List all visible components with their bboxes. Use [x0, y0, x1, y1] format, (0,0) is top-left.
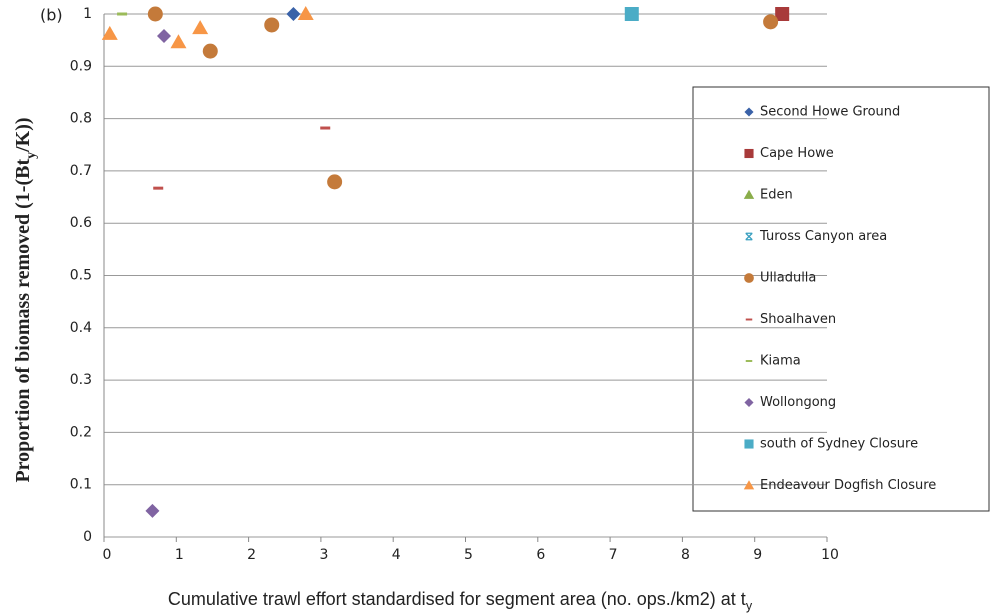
x-tick-label: 6 [536, 547, 545, 563]
point [286, 7, 301, 21]
y-tick-label: 0.9 [70, 58, 92, 74]
y-tick-label: 0.5 [70, 268, 92, 284]
x-tick-label: 8 [681, 547, 690, 563]
y-tick-label: 0.6 [70, 215, 92, 231]
point [101, 25, 118, 40]
y-tick-label: 1 [83, 6, 92, 22]
y-axis-label: Proportion of biomass removed (1-(Bty/K)… [12, 117, 39, 482]
y-tick-label: 0.4 [70, 320, 92, 336]
legend-label: Tuross Canyon area [759, 229, 887, 244]
x-tick-label: 3 [319, 547, 328, 563]
y-tick-label: 0.2 [70, 424, 92, 440]
legend-marker [745, 232, 753, 241]
legend-label: Kiama [760, 354, 801, 369]
annotation: (b) [40, 6, 63, 25]
x-axis-label-part: y [746, 599, 753, 613]
x-tick-label: 1 [175, 547, 184, 563]
point [202, 43, 218, 59]
x-tick-label: 4 [392, 547, 401, 563]
y-tick-label: 0.1 [70, 477, 92, 493]
point [763, 14, 779, 30]
x-tick-label: 7 [609, 547, 618, 563]
legend-label: Cape Howe [760, 146, 834, 161]
legend-label: Endeavour Dogfish Closure [760, 478, 936, 493]
legend-marker [744, 148, 754, 159]
x-tick-label: 9 [753, 547, 762, 563]
y-tick-label: 0.3 [70, 372, 92, 388]
point [170, 34, 187, 49]
point [327, 174, 343, 190]
y-tick-label: 0 [83, 529, 92, 545]
point [147, 6, 163, 22]
y-axis-label-part: Proportion of biomass removed (1-(Bt [12, 159, 34, 483]
legend-label: Shoalhaven [760, 312, 836, 327]
legend-label: Ulladulla [760, 271, 816, 286]
legend-marker [743, 480, 755, 490]
legend-marker [744, 273, 754, 283]
legend-marker [745, 360, 753, 362]
x-tick-label: 5 [464, 547, 473, 563]
point [624, 7, 639, 21]
legend-marker [744, 439, 754, 449]
y-axis-label-part: y [24, 152, 39, 159]
x-axis-label: Cumulative trawl effort standardised for… [168, 589, 753, 614]
x-axis-label-part: Cumulative trawl effort standardised for… [168, 589, 746, 609]
y-tick-label: 0.7 [70, 163, 92, 179]
point [153, 186, 164, 190]
point [320, 126, 331, 130]
legend-label: Wollongong [760, 395, 836, 410]
legend-marker [743, 189, 755, 199]
legend-box [692, 86, 990, 512]
point [192, 20, 209, 35]
y-tick-label: 0.8 [70, 111, 92, 127]
x-tick-label: 10 [821, 547, 839, 563]
point [117, 12, 128, 16]
legend-marker [745, 318, 753, 321]
x-tick-label: 0 [103, 547, 112, 563]
legend-label: Eden [760, 188, 793, 203]
point [157, 28, 172, 43]
point [145, 503, 160, 518]
point [297, 6, 314, 20]
point [775, 7, 790, 21]
x-tick-label: 2 [247, 547, 256, 563]
y-axis-label-part: /K)) [12, 117, 34, 152]
point [264, 17, 280, 33]
legend-label: Second Howe Ground [760, 105, 900, 120]
legend-label: south of Sydney Closure [760, 437, 918, 452]
